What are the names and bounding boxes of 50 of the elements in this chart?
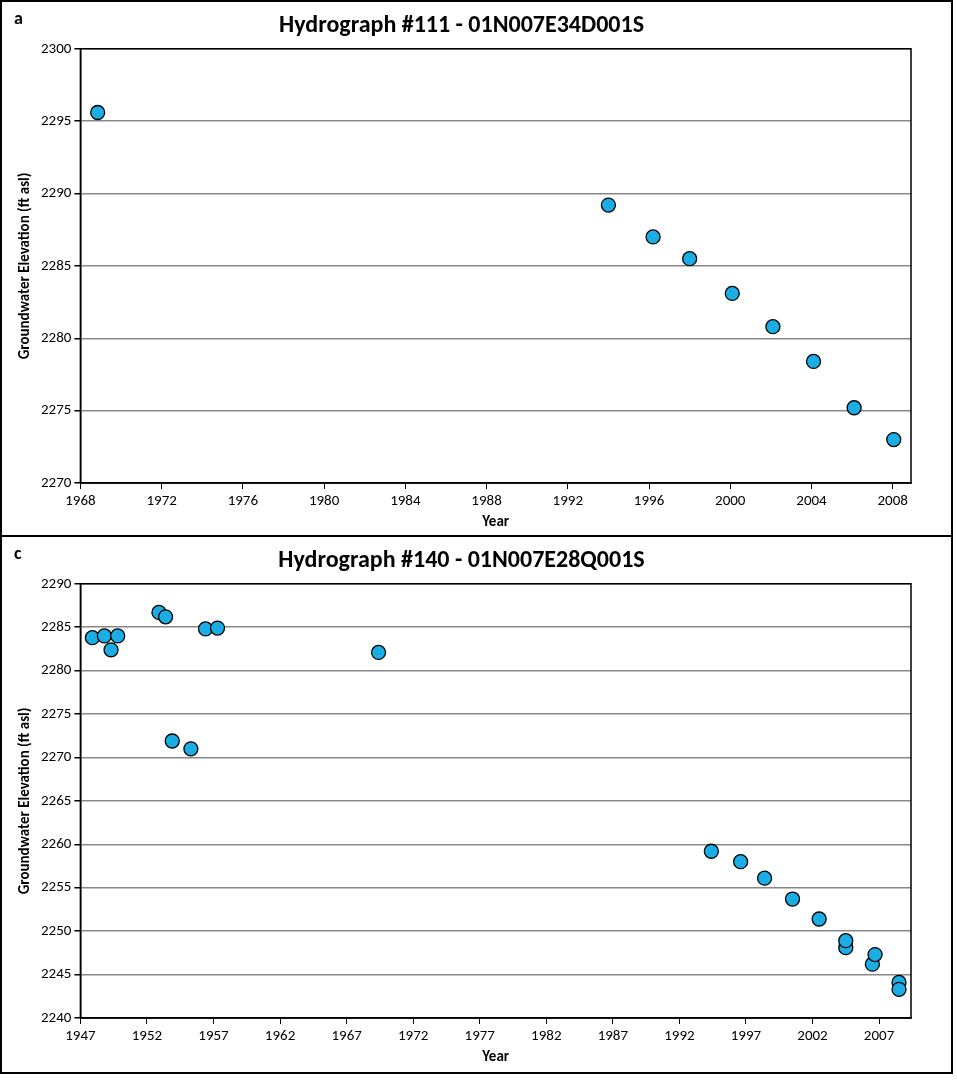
x-axis-title: Year xyxy=(481,511,510,530)
y-tick-label: 2270 xyxy=(40,747,72,766)
x-tick-label: 1988 xyxy=(471,490,502,509)
y-tick-label: 2285 xyxy=(40,616,72,635)
x-tick-label: 1997 xyxy=(730,1025,762,1044)
y-tick-label: 2290 xyxy=(40,183,72,202)
x-tick-label: 1947 xyxy=(65,1025,97,1044)
y-tick-label: 2285 xyxy=(40,255,72,274)
x-tick-label: 1967 xyxy=(331,1025,363,1044)
text: c xyxy=(14,541,22,564)
x-tick-label: 1962 xyxy=(264,1025,296,1044)
x-tick-label: 1992 xyxy=(664,1025,695,1044)
x-tick-label: 2008 xyxy=(877,490,908,509)
x-tick-label: 2007 xyxy=(863,1025,895,1044)
x-tick-label: 2000 xyxy=(715,490,746,509)
x-tick-label: 1980 xyxy=(308,490,340,509)
y-tick-label: 2240 xyxy=(40,1007,72,1026)
x-tick-label: 1982 xyxy=(531,1025,562,1044)
x-tick-label: 1972 xyxy=(146,490,177,509)
x-tick-label: 1972 xyxy=(397,1025,429,1044)
text: a xyxy=(14,6,23,29)
x-tick-label: 1952 xyxy=(131,1025,163,1044)
x-tick-label: 1976 xyxy=(227,490,259,509)
y-tick-label: 2270 xyxy=(40,472,72,491)
y-tick-label: 2275 xyxy=(40,703,72,722)
x-tick-label: 1992 xyxy=(552,490,584,509)
y-tick-label: 2245 xyxy=(40,964,72,983)
chart-title: Hydrograph #111 - 01N007E34D001S xyxy=(279,9,644,39)
x-axis-title: Year xyxy=(481,1046,510,1065)
x-tick-label: 1957 xyxy=(198,1025,230,1044)
x-tick-label: 1996 xyxy=(633,490,665,509)
x-tick-label: 1968 xyxy=(65,490,96,509)
chart-title: Hydrograph #140 - 01N007E28Q001S xyxy=(278,544,645,574)
y-axis-title: Groundwater Elevation (ft asl) xyxy=(14,172,33,360)
y-tick-label: 2295 xyxy=(40,110,72,129)
y-tick-label: 2280 xyxy=(40,328,72,347)
y-tick-label: 2250 xyxy=(40,920,72,939)
x-tick-label: 1977 xyxy=(464,1025,496,1044)
y-tick-label: 2280 xyxy=(40,660,72,679)
x-tick-label: 1984 xyxy=(390,490,421,509)
y-tick-label: 2290 xyxy=(40,573,72,592)
y-axis-title: Groundwater Elevation (ft asl) xyxy=(14,707,33,895)
y-tick-label: 2275 xyxy=(40,400,72,419)
y-tick-label: 2300 xyxy=(40,38,72,57)
y-tick-label: 2265 xyxy=(40,790,72,809)
x-tick-label: 2004 xyxy=(796,490,828,509)
x-tick-label: 1987 xyxy=(597,1025,629,1044)
y-tick-label: 2255 xyxy=(40,877,72,896)
x-tick-label: 2002 xyxy=(797,1025,828,1044)
y-tick-label: 2260 xyxy=(40,834,72,853)
